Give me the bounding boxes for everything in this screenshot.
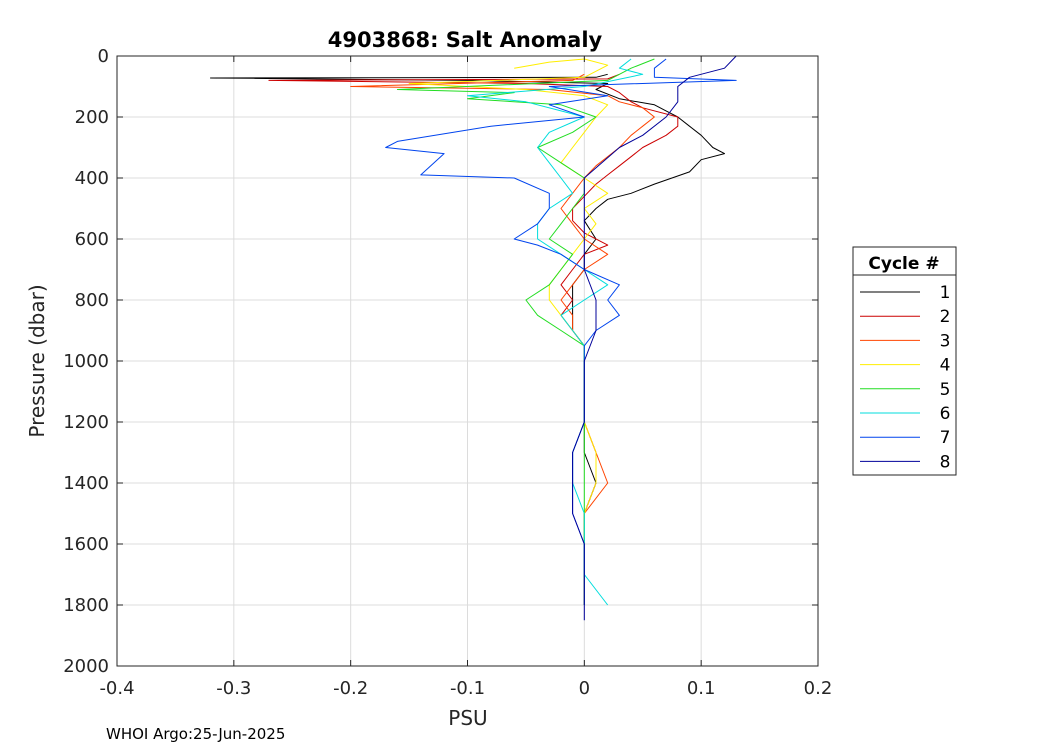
y-tick-label: 200: [75, 107, 109, 128]
legend-label-cycle-5: 5: [940, 380, 951, 400]
legend-label-cycle-4: 4: [940, 356, 951, 376]
y-axis-label: Pressure (dbar): [25, 284, 49, 437]
legend-items: 1 2 3 4 5 6 7 8: [860, 283, 950, 472]
legend: Cycle # 1 2 3 4 5 6 7 8: [852, 246, 957, 476]
y-tick-label: 1000: [63, 351, 109, 372]
legend-label-cycle-2: 2: [940, 307, 951, 327]
legend-label-cycle-8: 8: [940, 452, 951, 472]
y-tick-label: 800: [75, 290, 109, 311]
chart-title: 4903868: Salt Anomaly: [328, 28, 603, 52]
series-layer: [210, 55, 737, 621]
series-line-cycle-5: [396, 58, 655, 605]
y-tick-label: 400: [75, 168, 109, 189]
legend-label-cycle-3: 3: [940, 331, 951, 351]
x-tick-label: -0.1: [450, 678, 485, 699]
x-tick-label: -0.2: [333, 678, 368, 699]
grid-lines: [117, 56, 818, 666]
x-tick-label: -0.4: [99, 678, 134, 699]
x-tick-label: 0: [579, 678, 590, 699]
x-tick-label: -0.3: [216, 678, 251, 699]
legend-label-cycle-6: 6: [940, 404, 951, 424]
x-axis-label: PSU: [448, 706, 487, 730]
y-tick-label: 1800: [63, 595, 109, 616]
series-line-cycle-8: [572, 55, 737, 621]
y-tick-label: 600: [75, 229, 109, 250]
x-tick-label: 0.1: [687, 678, 716, 699]
y-tick-label: 1600: [63, 534, 109, 555]
legend-title: Cycle #: [868, 254, 939, 274]
y-tick-label: 1200: [63, 412, 109, 433]
y-tick-label: 0: [98, 46, 109, 67]
x-tick-label: 0.2: [804, 678, 833, 699]
legend-label-cycle-1: 1: [940, 283, 951, 303]
legend-label-cycle-7: 7: [940, 428, 951, 448]
y-tick-label: 1400: [63, 473, 109, 494]
y-tick-label: 2000: [63, 656, 109, 677]
footer-timestamp: WHOI Argo:25-Jun-2025: [106, 725, 286, 743]
axis-ticks: -0.4 -0.3 -0.2 -0.1 0 0.1 0.2 0 200 400 600 800 1000…: [63, 46, 832, 699]
